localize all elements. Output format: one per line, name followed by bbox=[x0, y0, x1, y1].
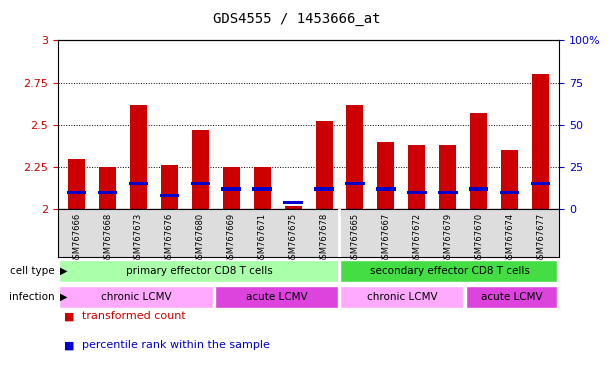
Bar bbox=[192, 130, 209, 209]
Bar bbox=[98, 191, 117, 194]
Text: ■: ■ bbox=[64, 340, 75, 350]
Bar bbox=[223, 167, 240, 209]
Bar bbox=[254, 167, 271, 209]
Text: chronic LCMV: chronic LCMV bbox=[101, 292, 172, 302]
Text: primary effector CD8 T cells: primary effector CD8 T cells bbox=[126, 266, 273, 276]
Text: GSM767676: GSM767676 bbox=[165, 213, 174, 264]
Bar bbox=[466, 286, 557, 308]
Bar bbox=[340, 286, 463, 308]
Bar bbox=[346, 104, 364, 209]
Text: GSM767679: GSM767679 bbox=[443, 213, 452, 264]
Bar bbox=[99, 167, 116, 209]
Text: GSM767678: GSM767678 bbox=[320, 213, 329, 264]
Text: GSM767671: GSM767671 bbox=[258, 213, 266, 264]
Text: transformed count: transformed count bbox=[82, 311, 186, 321]
Bar bbox=[408, 145, 425, 209]
Bar bbox=[469, 187, 488, 190]
Bar bbox=[531, 182, 551, 185]
Bar bbox=[407, 191, 426, 194]
Bar bbox=[67, 191, 86, 194]
Bar bbox=[129, 182, 148, 185]
Bar bbox=[161, 166, 178, 209]
Bar bbox=[532, 74, 549, 209]
Text: percentile rank within the sample: percentile rank within the sample bbox=[82, 340, 270, 350]
Text: GSM767673: GSM767673 bbox=[134, 213, 143, 264]
Text: GSM767666: GSM767666 bbox=[72, 213, 81, 264]
Text: GSM767668: GSM767668 bbox=[103, 213, 112, 264]
Bar bbox=[500, 191, 519, 194]
Bar bbox=[159, 194, 179, 197]
Bar bbox=[315, 121, 332, 209]
Bar bbox=[221, 187, 241, 190]
Text: acute LCMV: acute LCMV bbox=[481, 292, 543, 302]
Bar bbox=[376, 187, 396, 190]
Text: GSM767680: GSM767680 bbox=[196, 213, 205, 264]
Bar bbox=[130, 104, 147, 209]
Bar bbox=[59, 286, 213, 308]
Text: secondary effector CD8 T cells: secondary effector CD8 T cells bbox=[370, 266, 529, 276]
Bar bbox=[439, 145, 456, 209]
Text: GSM767675: GSM767675 bbox=[288, 213, 298, 264]
Text: GSM767674: GSM767674 bbox=[505, 213, 514, 264]
Bar bbox=[314, 187, 334, 190]
Text: cell type: cell type bbox=[10, 266, 55, 276]
Bar bbox=[59, 260, 338, 282]
Text: GSM767672: GSM767672 bbox=[412, 213, 422, 264]
Text: GSM767669: GSM767669 bbox=[227, 213, 236, 264]
Text: infection: infection bbox=[9, 292, 55, 302]
Bar bbox=[378, 142, 394, 209]
Bar bbox=[501, 150, 518, 209]
Bar bbox=[68, 159, 85, 209]
Text: chronic LCMV: chronic LCMV bbox=[367, 292, 438, 302]
Bar bbox=[285, 206, 302, 209]
Text: GSM767667: GSM767667 bbox=[381, 213, 390, 264]
Bar bbox=[345, 182, 365, 185]
Bar bbox=[284, 201, 303, 204]
Bar bbox=[438, 191, 458, 194]
Bar bbox=[191, 182, 210, 185]
Text: GDS4555 / 1453666_at: GDS4555 / 1453666_at bbox=[213, 12, 380, 25]
Bar bbox=[215, 286, 338, 308]
Text: ■: ■ bbox=[64, 311, 75, 321]
Text: GSM767665: GSM767665 bbox=[351, 213, 359, 264]
Text: ▶: ▶ bbox=[60, 266, 67, 276]
Text: GSM767677: GSM767677 bbox=[536, 213, 545, 264]
Bar bbox=[470, 113, 487, 209]
Bar bbox=[252, 187, 272, 190]
Text: ▶: ▶ bbox=[60, 292, 67, 302]
Bar bbox=[340, 260, 557, 282]
Text: GSM767670: GSM767670 bbox=[474, 213, 483, 264]
Text: acute LCMV: acute LCMV bbox=[246, 292, 308, 302]
